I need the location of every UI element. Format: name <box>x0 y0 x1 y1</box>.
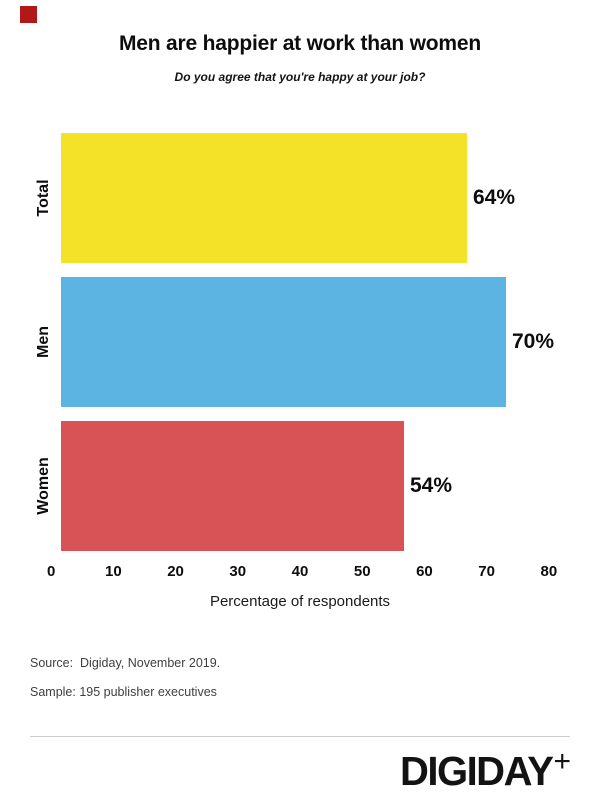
x-tick-30: 30 <box>229 563 247 580</box>
digiday-red-square-logo-mark <box>20 6 37 23</box>
x-tick-10: 10 <box>104 563 122 580</box>
x-tick-50: 50 <box>353 563 371 580</box>
x-axis-tick-labels: 0 10 20 30 40 50 60 70 80 <box>20 563 580 580</box>
bar-row-women: Women 54% <box>0 421 600 551</box>
x-tick-80: 80 <box>540 563 558 580</box>
bar-chart-plot-area: Total 64% Men 70% Women 54% <box>0 133 600 551</box>
chart-subtitle: Do you agree that you're happy at your j… <box>174 70 426 84</box>
x-tick-20: 20 <box>167 563 184 580</box>
value-label-total: 64% <box>473 186 516 209</box>
x-tick-60: 60 <box>416 563 433 580</box>
x-tick-70: 70 <box>478 563 495 580</box>
digiday-plus-logo: DIGIDAY+ <box>399 745 571 795</box>
category-label-women: Women <box>35 457 52 515</box>
source-note: Source: Digiday, November 2019. <box>30 656 221 670</box>
x-tick-40: 40 <box>291 563 309 580</box>
x-axis-title: Percentage of respondents <box>209 593 391 610</box>
digiday-wordmark: DIGIDAY <box>399 749 554 795</box>
value-label-men: 70% <box>512 330 555 353</box>
category-label-total: Total <box>35 179 52 217</box>
bar-row-total: Total 64% <box>0 133 600 263</box>
bar-total <box>61 133 467 263</box>
plus-icon: + <box>553 745 571 778</box>
sample-note: Sample: 195 publisher executives <box>30 685 217 699</box>
bar-row-men: Men 70% <box>0 277 600 407</box>
value-label-women: 54% <box>410 474 453 497</box>
bar-men <box>61 277 506 407</box>
chart-title: Men are happier at work than women <box>119 32 481 55</box>
footer-divider-line <box>30 736 570 737</box>
x-tick-0: 0 <box>46 563 56 580</box>
bar-women <box>61 421 404 551</box>
category-label-men: Men <box>35 326 52 358</box>
